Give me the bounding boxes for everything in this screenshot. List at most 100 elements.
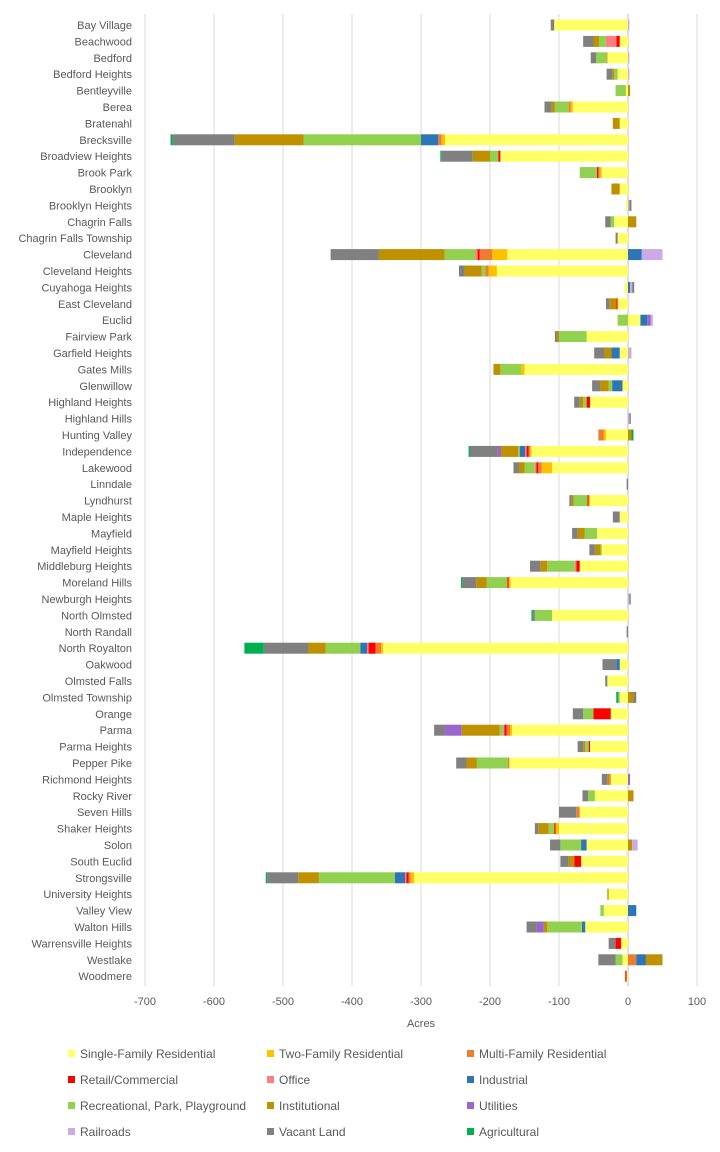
bar-segment	[628, 249, 642, 261]
bar-segment	[554, 101, 569, 113]
bar-segment	[498, 150, 501, 162]
category-label: Chagrin Falls	[67, 217, 132, 229]
bar-segment	[596, 527, 628, 539]
bar-segment	[587, 495, 589, 507]
bar-segment	[590, 741, 628, 753]
bar-segment	[496, 265, 628, 277]
bar-segment	[503, 724, 505, 736]
category-label: Westlake	[87, 955, 132, 967]
bar-segment	[590, 495, 628, 507]
bar-segment	[468, 445, 470, 457]
bar-segment	[550, 19, 555, 31]
bar-segment	[607, 675, 628, 687]
category-label: Gates Mills	[78, 364, 133, 376]
bar-segment	[521, 363, 525, 375]
bar-segment	[571, 495, 574, 507]
legend-label: Railroads	[80, 1125, 131, 1139]
bar-segment	[628, 413, 630, 425]
legend-label: Institutional	[279, 1099, 340, 1113]
bar-segment	[234, 134, 304, 146]
bar-segment	[501, 445, 519, 457]
category-label: Cleveland	[83, 250, 132, 262]
bar-segment	[590, 52, 597, 64]
bar-segment	[548, 823, 555, 835]
bar-segment	[647, 314, 651, 326]
bar-segment	[583, 741, 586, 753]
bar-segment	[616, 691, 619, 703]
category-label: Pepper Pike	[72, 758, 132, 770]
bar-segment	[477, 249, 480, 261]
bar-segment	[530, 445, 532, 457]
bar-segment	[330, 249, 379, 261]
bar-segment	[490, 150, 499, 162]
category-label: Parma	[100, 725, 133, 737]
bar-segment	[600, 905, 604, 917]
bar-segment	[556, 331, 559, 343]
bar-segment	[383, 642, 628, 654]
category-label: Fairview Park	[65, 332, 132, 344]
bar-segment	[594, 544, 601, 556]
bar-segment	[606, 52, 608, 64]
bar-segment	[603, 429, 606, 441]
bar-segment	[536, 462, 539, 474]
bar-segment	[519, 445, 526, 457]
bar-segment	[308, 642, 326, 654]
category-label: Highland Heights	[48, 397, 132, 409]
legend-label: Two-Family Residential	[279, 1047, 403, 1061]
category-label: Moreland Hills	[62, 578, 132, 590]
bar-segment	[588, 741, 591, 753]
category-label: Euclid	[102, 315, 132, 327]
bar-segment	[633, 691, 637, 703]
bar-segment	[267, 872, 299, 884]
category-label: Warrensville Heights	[32, 938, 133, 950]
bar-segment	[628, 790, 634, 802]
category-label: Broadview Heights	[40, 151, 132, 163]
bar-segment	[486, 577, 508, 589]
bar-segment	[572, 101, 628, 113]
bar-segment	[469, 445, 498, 457]
category-label: East Cleveland	[58, 299, 132, 311]
bar-segment	[628, 773, 631, 785]
category-label: North Olmsted	[61, 610, 132, 622]
bar-segment	[170, 134, 173, 146]
legend-label: Multi-Family Residential	[479, 1047, 606, 1061]
bar-segment	[263, 642, 309, 654]
bar-segment	[485, 265, 489, 277]
bar-segment	[628, 347, 632, 359]
legend-swatch	[467, 1102, 474, 1109]
category-label: Oakwood	[86, 660, 132, 672]
bar-segment	[458, 265, 465, 277]
bar-segment	[584, 527, 597, 539]
bar-segment	[577, 741, 584, 753]
bar-segment	[598, 167, 600, 179]
category-labels: Bay Village Beachwood Bedford Bedford Heigh…	[18, 20, 132, 983]
bar-segment	[560, 839, 582, 851]
bar-segment	[538, 823, 549, 835]
bar-segment	[488, 265, 497, 277]
bar-segment	[507, 757, 510, 769]
bar-segment	[524, 462, 535, 474]
bar-segment	[606, 68, 613, 80]
bar-segment	[568, 855, 575, 867]
bar-segment	[629, 413, 631, 425]
bar-segment	[481, 265, 486, 277]
category-label: Maple Heights	[62, 512, 133, 524]
bar-segment	[510, 577, 628, 589]
bar-segment	[587, 790, 595, 802]
bar-segment	[600, 380, 609, 392]
bar-segment	[615, 937, 622, 949]
bar-segment	[559, 823, 628, 835]
bar-segment	[611, 183, 620, 195]
bar-segment	[608, 937, 616, 949]
bar-segment	[631, 429, 634, 441]
bar-segment	[602, 659, 617, 671]
category-label: Newburgh Heights	[42, 594, 133, 606]
bar-segment	[628, 839, 633, 851]
category-label: Strongsville	[75, 873, 132, 885]
bar-segment	[628, 314, 641, 326]
bar-segment	[499, 724, 504, 736]
bar-segment	[608, 380, 613, 392]
bar-segment	[406, 872, 409, 884]
bar-segment	[640, 314, 648, 326]
